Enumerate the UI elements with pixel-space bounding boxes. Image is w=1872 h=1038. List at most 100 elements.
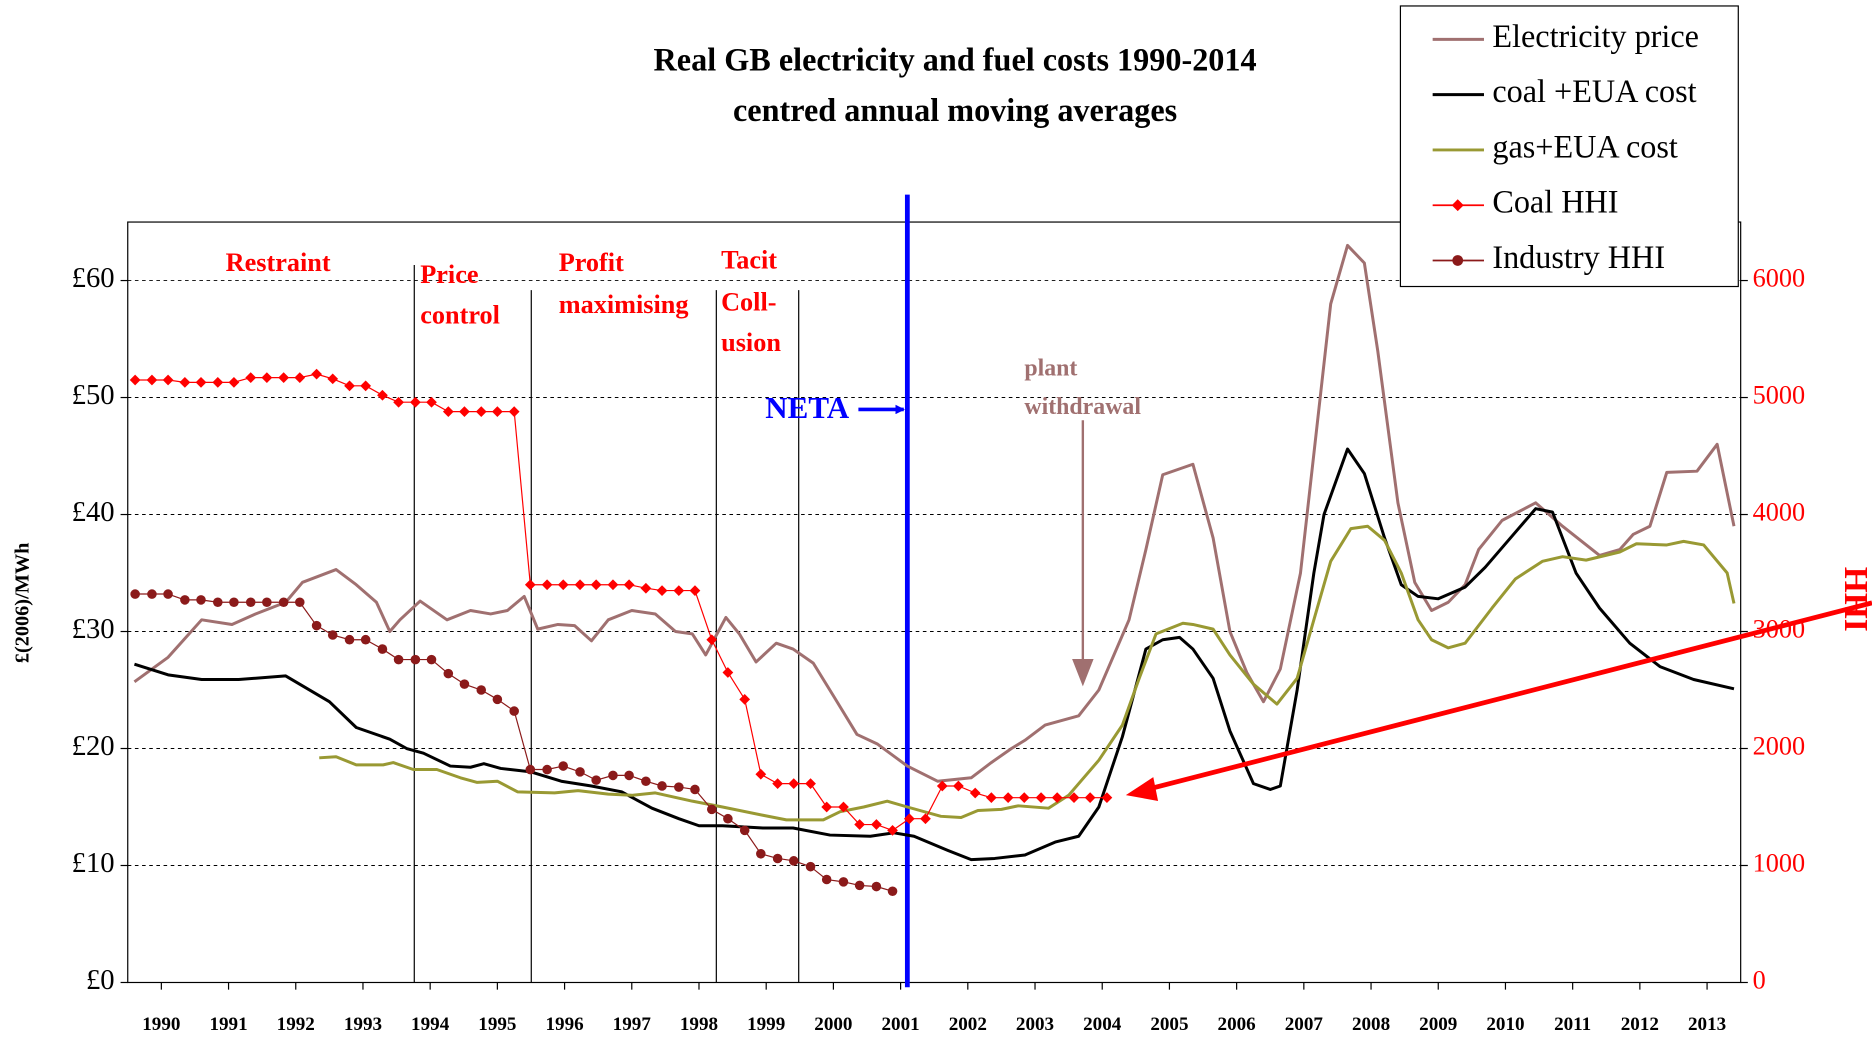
y2-tick-label: 4000 [1753,498,1806,527]
annotation: usion [721,328,781,357]
marker [410,396,421,408]
marker [590,579,602,591]
marker [295,597,305,608]
withdrawal-arrowhead [1072,658,1094,687]
marker [327,630,338,640]
marker [854,819,865,830]
marker [542,764,552,775]
x-tick-label: 1994 [411,1014,450,1035]
marker [607,579,619,591]
series-line [319,524,1736,822]
x-tick-label: 2012 [1621,1014,1659,1035]
y2-tick-label: 6000 [1753,264,1806,293]
y-tick-label: £40 [72,496,115,528]
marker [294,372,306,384]
marker [261,372,273,384]
annotation: NETA [765,390,849,425]
marker [459,679,470,689]
marker [953,780,964,792]
x-tick-label: 2001 [882,1014,920,1035]
series-line [133,243,1736,783]
marker [574,579,586,591]
marker [180,595,190,605]
marker [821,801,833,813]
annotation: Tacit [721,246,777,275]
marker [327,373,339,385]
annotation: Profit [559,248,624,277]
x-tick-label: 2004 [1083,1014,1122,1035]
marker [755,768,767,780]
marker [920,813,931,825]
marker [212,376,224,388]
y2-axis-label: HHI [1837,567,1872,632]
marker [492,406,503,417]
marker [756,849,766,859]
marker [772,853,783,864]
hhi-arrow [1147,600,1872,792]
marker [524,579,536,591]
legend-box [1399,5,1739,288]
marker [360,634,371,645]
series-line [133,447,1735,862]
marker [147,589,157,599]
marker [673,585,685,596]
marker [213,597,223,608]
marker [591,775,601,785]
y-tick-label: £0 [86,964,115,996]
marker [1035,792,1047,804]
legend-label: gas+EUA cost [1492,128,1678,164]
marker [459,406,470,417]
legend-label: Coal HHI [1492,184,1618,220]
y-axis-label: £(2006)/MWh [12,543,34,664]
marker [278,597,289,608]
marker [245,372,257,384]
marker [706,804,717,815]
marker [163,589,173,599]
marker [623,579,635,591]
legend-label: Industry HHI [1492,239,1665,275]
marker [509,706,519,716]
marker [475,406,487,417]
marker [558,761,569,771]
marker [936,780,948,792]
marker [805,778,816,789]
x-tick-label: 2003 [1016,1014,1054,1035]
legend-marker [1452,255,1464,266]
marker [656,585,668,596]
marker [871,881,882,892]
marker [278,372,290,384]
marker [657,781,667,791]
x-tick-label: 2007 [1285,1014,1324,1035]
marker [821,874,832,885]
marker [723,813,733,824]
y-tick-label: £20 [72,730,115,762]
y-tick-label: £50 [72,379,115,411]
marker [1101,792,1113,804]
annotation: plant [1024,356,1077,382]
y2-tick-label: 0 [1753,966,1766,995]
y2-tick-label: 2000 [1753,732,1806,761]
x-tick-label: 2013 [1688,1014,1726,1035]
x-tick-label: 2006 [1218,1014,1256,1035]
y2-tick-label: 5000 [1753,381,1806,410]
marker [739,825,750,836]
marker [985,792,997,804]
y-tick-label: £10 [72,847,115,879]
marker [871,819,882,830]
marker [162,374,174,386]
marker [377,389,388,401]
marker [360,380,372,392]
x-tick-label: 2000 [814,1014,852,1035]
legend-label: Electricity price [1492,18,1699,54]
annotation: maximising [559,290,689,319]
x-tick-label: 1993 [344,1014,382,1035]
marker [1051,792,1063,804]
marker [969,787,981,799]
marker [426,396,437,408]
marker [130,589,140,599]
marker [689,585,701,596]
chart-subtitle: centred annual moving averages [733,92,1177,128]
hhi-arrowhead [1125,777,1159,802]
marker [674,782,684,792]
marker [1018,792,1030,804]
